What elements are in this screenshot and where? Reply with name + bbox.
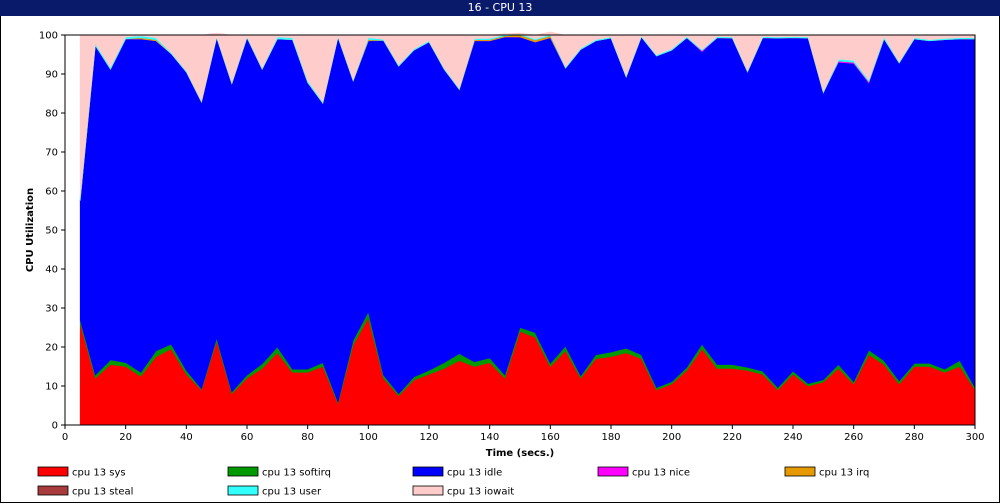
x-tick-label: 160 [541, 432, 560, 443]
x-tick-label: 120 [419, 432, 438, 443]
x-tick-label: 20 [119, 432, 132, 443]
x-tick-label: 60 [241, 432, 254, 443]
legend: cpu 13 sys cpu 13 softirq cpu 13 idle cpu 1… [37, 466, 869, 498]
y-tick-label: 10 [45, 382, 58, 393]
x-tick-label: 260 [844, 432, 863, 443]
legend-label: cpu 13 irq [819, 468, 869, 479]
legend-label: cpu 13 nice [632, 468, 690, 479]
y-tick-label: 20 [45, 343, 58, 354]
x-tick-label: 140 [480, 432, 499, 443]
x-tick-label: 0 [62, 432, 68, 443]
legend-label: cpu 13 sys [72, 468, 126, 479]
y-tick-label: 0 [52, 421, 58, 432]
legend-swatch [227, 485, 259, 496]
x-tick-label: 200 [662, 432, 681, 443]
axes: 0 10 20 30 40 50 60 70 80 90 100 0 20 40 60 80 100 120 140… [39, 31, 985, 444]
y-tick-label: 40 [45, 265, 58, 276]
legend-swatch [412, 466, 444, 477]
legend-label: cpu 13 user [262, 487, 322, 498]
x-tick-label: 80 [301, 432, 314, 443]
x-tick-label: 300 [965, 432, 984, 443]
y-tick-label: 30 [45, 304, 58, 315]
y-tick-label: 60 [45, 187, 58, 198]
y-tick-label: 50 [45, 226, 58, 237]
x-tick-label: 280 [905, 432, 924, 443]
legend-swatch [37, 466, 69, 477]
y-tick-label: 70 [45, 148, 58, 159]
x-tick-label: 180 [601, 432, 620, 443]
legend-swatch [227, 466, 259, 477]
legend-label: cpu 13 iowait [447, 487, 514, 498]
legend-swatch [412, 485, 444, 496]
x-tick-label: 40 [180, 432, 193, 443]
y-axis-title: CPU Utilization [25, 188, 36, 272]
chart-title: 16 - CPU 13 [0, 0, 1000, 16]
y-tick-label: 80 [45, 109, 58, 120]
x-tick-label: 240 [783, 432, 802, 443]
legend-label: cpu 13 steal [72, 487, 133, 498]
x-tick-label: 100 [359, 432, 378, 443]
legend-swatch [597, 466, 629, 477]
legend-swatch [784, 466, 816, 477]
x-tick-label: 220 [723, 432, 742, 443]
x-axis-title: Time (secs.) [486, 448, 555, 459]
legend-label: cpu 13 softirq [262, 468, 331, 479]
legend-swatch [37, 485, 69, 496]
legend-label: cpu 13 idle [447, 468, 502, 479]
area-layers [79, 31, 976, 426]
y-tick-label: 100 [39, 31, 58, 42]
y-tick-label: 90 [45, 70, 58, 81]
